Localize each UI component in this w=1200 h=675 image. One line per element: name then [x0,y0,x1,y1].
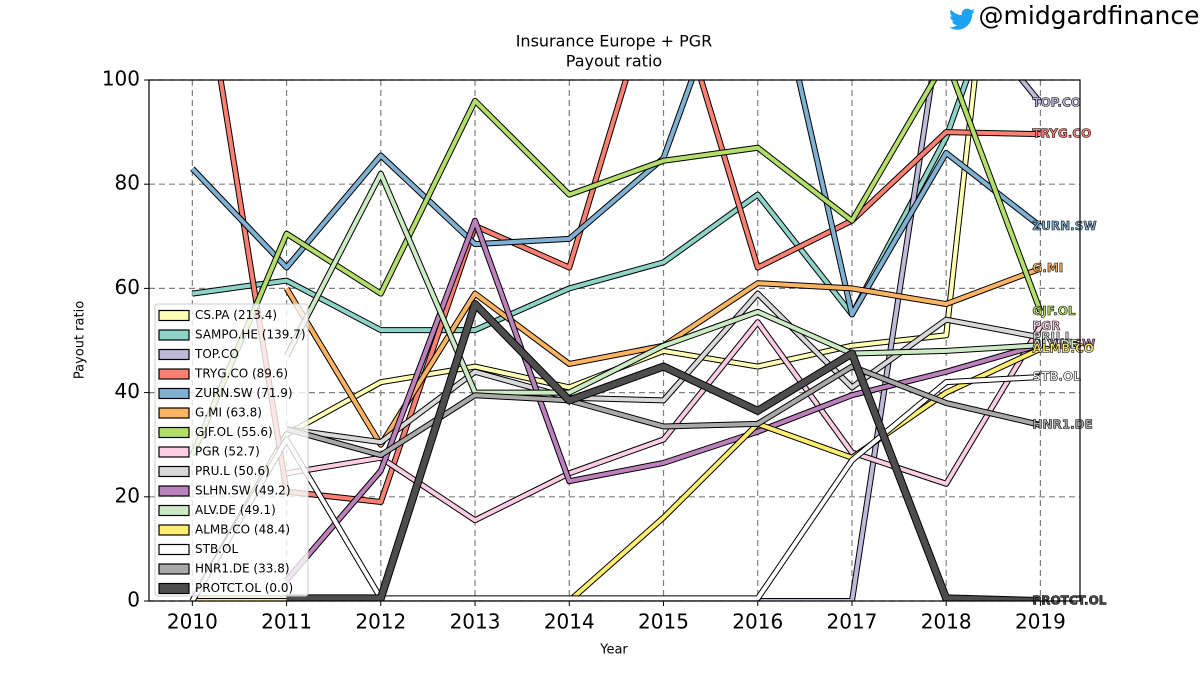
legend-swatch [158,465,190,478]
y-tick-label: 100 [102,67,140,91]
watermark: @midgardfinance [979,1,1200,30]
legend-swatch [158,543,190,556]
legend-label: TRYG.CO (89.6) [194,367,288,381]
line-outline [217,80,1041,506]
legend-swatch [158,387,190,400]
end-label: PRU.L [1032,330,1072,344]
x-tick-label: 2019 [1015,610,1066,634]
legend-label: CS.PA (213.4) [195,308,277,322]
twitter-icon [949,8,975,30]
legend-label: GJF.OL (55.6) [195,425,273,439]
legend-swatch [158,368,190,380]
legend-swatch [158,446,190,458]
line [286,291,1041,445]
legend-label: SLHN.SW (49.2) [195,484,291,498]
end-label: TRYG.CO [1032,127,1091,141]
end-label: ALV.DE [1032,338,1078,352]
end-label: TOP.CO [1032,95,1081,109]
line [190,80,1042,317]
x-tick-label: 2010 [167,610,218,634]
y-tick-label: 40 [115,379,140,403]
legend-label: G.MI (63.8) [195,406,262,420]
legend-label: PGR (52.7) [195,445,260,459]
legend-swatch [158,329,190,341]
y-tick-label: 60 [115,275,140,299]
legend-box [154,303,309,597]
legend-label: STB.OL [195,542,238,556]
x-tick-label: 2012 [355,610,406,634]
legend-label: HNR1.DE (33.8) [195,562,290,576]
legend-label: ALMB.CO (48.4) [195,523,290,537]
chart-title: Insurance Europe + PGR [516,32,713,51]
x-tick-label: 2018 [921,610,972,634]
x-tick-label: 2011 [261,610,312,634]
x-axis-label: Year [599,643,628,658]
line [190,374,1041,601]
chart-subtitle: Payout ratio [566,52,662,71]
y-axis-label: Payout ratio [73,301,88,379]
line [285,218,1041,582]
legend-label: ZURN.SW (71.9) [195,386,293,400]
end-label: ZURN.SW [1032,219,1096,233]
line [286,364,1041,458]
end-label: PGR [1032,319,1060,333]
end-label: STB.OL [1032,369,1081,383]
legend-swatch [158,407,190,419]
x-tick-label: 2013 [450,610,501,634]
legend-swatch [158,348,190,361]
legend-swatch [158,563,190,575]
legend-swatch [158,426,190,439]
y-tick-label: 0 [127,588,140,612]
y-tick-label: 20 [115,483,140,507]
legend-swatch [158,504,190,517]
line [192,347,1042,601]
end-label: G.MI [1032,261,1063,275]
line [286,301,1041,601]
end-label: GJF.OL [1032,304,1076,318]
legend-swatch [158,524,190,536]
line [218,80,1041,505]
line [192,80,969,333]
x-tick-label: 2016 [732,610,783,634]
legend-label: PRU.L (50.6) [195,464,270,478]
legend: CS.PA (213.4) SAMPO.HE (139.7) TOP.CO TRYG.… [154,303,309,597]
legend-swatch [158,485,190,497]
legend-label: ALV.DE (49.1) [195,503,276,517]
line [284,171,1041,395]
line [286,320,1043,523]
x-tick-label: 2014 [544,610,595,634]
plot-frame [148,79,1081,602]
x-tick-label: 2017 [827,610,878,634]
end-label: HNR1.DE [1032,417,1092,431]
y-tick-label: 80 [115,171,140,195]
legend-swatch [158,309,190,322]
x-tick-label: 2015 [638,610,689,634]
legend-label: PROTCT.OL (0.0) [195,581,293,595]
plot-lines [189,80,1044,601]
legend-label: TOP.CO [194,347,239,361]
legend-label: SAMPO.HE (139.7) [195,328,306,342]
end-label: ALMB.CO [1032,341,1094,355]
legend-swatch [158,582,190,595]
